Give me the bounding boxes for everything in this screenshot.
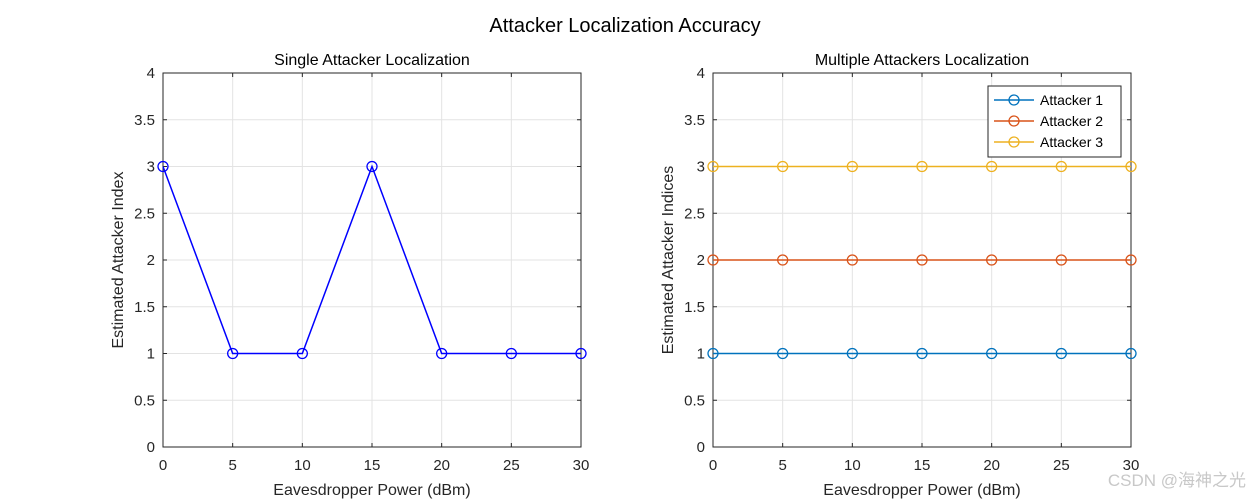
data-point-marker [986, 254, 998, 266]
figure-suptitle: Attacker Localization Accuracy [489, 15, 760, 37]
data-point-marker [777, 160, 789, 173]
x-tick-label: 20 [433, 457, 450, 474]
y-tick-label: 2.5 [134, 205, 155, 222]
watermark-text: CSDN @海神之光 [1108, 471, 1246, 490]
data-point-marker [1055, 254, 1067, 266]
data-point-marker [707, 254, 719, 266]
x-tick-label: 30 [1123, 457, 1140, 474]
data-point-marker [227, 347, 239, 360]
data-point-marker [1055, 347, 1067, 360]
data-point-marker [916, 347, 928, 360]
legend-marker [1008, 115, 1020, 127]
y-tick-label: 3.5 [134, 112, 155, 129]
y-axis-label: Estimated Attacker Index [110, 172, 127, 349]
legend-label: Attacker 3 [1040, 134, 1103, 150]
x-tick-label: 10 [294, 457, 311, 474]
x-axis-label: Eavesdropper Power (dBm) [823, 482, 1020, 499]
subplot-title: Multiple Attackers Localization [815, 52, 1029, 69]
x-axis-label: Eavesdropper Power (dBm) [273, 482, 470, 499]
x-tick-label: 25 [503, 457, 520, 474]
data-point-marker [916, 254, 928, 266]
data-point-marker [575, 347, 587, 360]
y-tick-label: 1.5 [134, 299, 155, 316]
x-tick-label: 25 [1053, 457, 1070, 474]
data-point-marker [1055, 160, 1067, 173]
data-point-marker [986, 347, 998, 360]
data-point-marker [986, 160, 998, 173]
data-point-marker [1125, 347, 1137, 360]
data-point-marker [1125, 254, 1137, 266]
series-line [162, 164, 581, 355]
data-point-marker [916, 160, 928, 173]
legend-label: Attacker 2 [1040, 113, 1103, 129]
x-tick-label: 5 [228, 457, 236, 474]
y-axis-label: Estimated Attacker Indices [660, 166, 677, 355]
x-tick-label: 15 [364, 457, 381, 474]
data-point-marker [157, 160, 169, 173]
y-tick-label: 4 [697, 65, 705, 82]
y-tick-label: 1.5 [684, 299, 705, 316]
legend-marker [1008, 94, 1020, 106]
legend-label: Attacker 1 [1040, 92, 1103, 108]
x-tick-label: 5 [778, 457, 786, 474]
data-point-marker [707, 347, 719, 360]
x-tick-label: 20 [983, 457, 1000, 474]
subplot-title: Single Attacker Localization [274, 52, 470, 69]
y-tick-label: 3.5 [684, 112, 705, 129]
y-tick-label: 0.5 [684, 392, 705, 409]
y-tick-label: 0 [697, 439, 705, 456]
data-point-marker [1125, 160, 1137, 173]
y-tick-label: 3 [697, 159, 705, 176]
data-point-marker [777, 254, 789, 266]
legend: Attacker 1 Attacker 2 Attacker 3 [987, 85, 1122, 158]
x-tick-label: 0 [709, 457, 717, 474]
y-tick-label: 0.5 [134, 392, 155, 409]
data-point-marker [296, 347, 308, 360]
x-tick-label: 0 [159, 457, 167, 474]
data-point-marker [846, 254, 858, 266]
x-tick-label: 30 [573, 457, 590, 474]
y-tick-label: 2 [147, 252, 155, 269]
data-point-marker [505, 347, 517, 360]
y-tick-label: 1 [697, 346, 705, 363]
y-tick-label: 3 [147, 159, 155, 176]
data-point-marker [777, 347, 789, 360]
data-point-marker [366, 160, 378, 173]
y-tick-label: 0 [147, 439, 155, 456]
legend-marker [1008, 136, 1020, 148]
y-tick-label: 4 [147, 65, 155, 82]
y-tick-label: 1 [147, 346, 155, 363]
y-tick-label: 2.5 [684, 205, 705, 222]
subplot-1: 0 5 10 15 20 25 30 0 0.5 1 1.5 2 2.5 3 3.5 4 Single Atta… [110, 52, 589, 499]
y-tick-label: 2 [697, 252, 705, 269]
x-tick-label: 15 [914, 457, 931, 474]
subplot-2: 0 5 10 15 20 25 30 0 0.5 1 1.5 2 2.5 3 3.5 4 Multiple At… [660, 52, 1139, 499]
data-point-marker [707, 160, 719, 173]
data-point-marker [846, 347, 858, 360]
data-point-marker [846, 160, 858, 173]
data-point-marker [436, 347, 448, 360]
x-tick-label: 10 [844, 457, 861, 474]
